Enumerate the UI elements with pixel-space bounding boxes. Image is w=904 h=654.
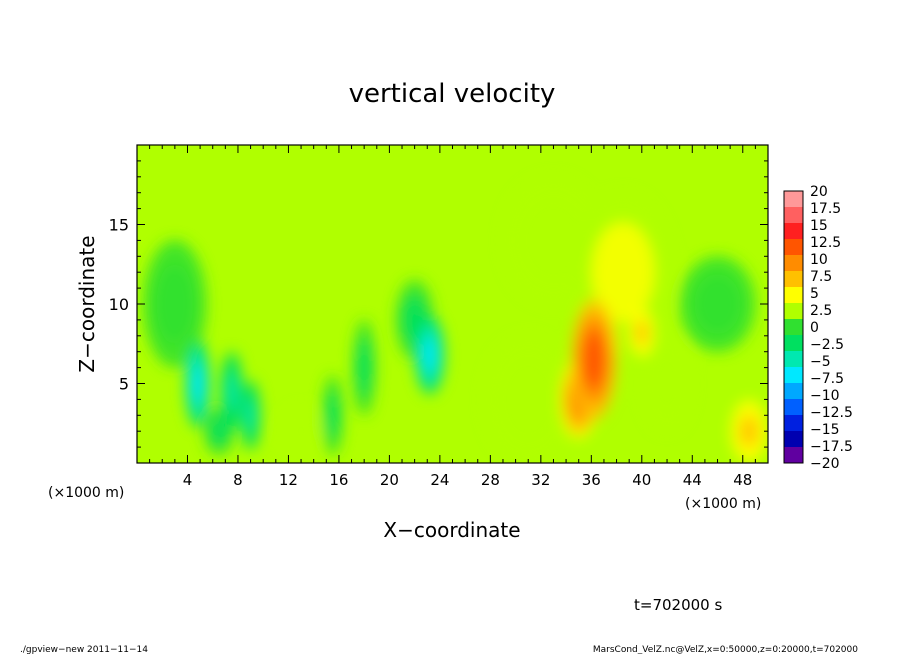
x-tick-label: 24: [430, 471, 449, 489]
colorbar-cell: [784, 271, 803, 288]
field-feature: [585, 336, 603, 383]
colorbar-label: −5: [810, 354, 831, 370]
x-tick-label: 48: [733, 471, 752, 489]
footer-left: ./gpview−new 2011−11−14: [20, 645, 148, 654]
colorbar-label: 2.5: [810, 303, 832, 319]
colorbar-label: 10: [810, 252, 828, 268]
x-tick-label: 8: [233, 471, 243, 489]
x-tick-label: 12: [279, 471, 298, 489]
colorbar-cell: [784, 367, 803, 384]
field-feature: [651, 353, 683, 414]
field-feature: [635, 320, 649, 345]
colorbar-cell: [784, 191, 803, 208]
x-tick-label: 16: [329, 471, 348, 489]
footer-right: MarsCond_VelZ.nc@VelZ,x=0:50000,z=0:2000…: [593, 645, 858, 654]
colorbar-label: −17.5: [810, 439, 853, 455]
x-tick-label: 4: [183, 471, 193, 489]
colorbar-cell: [784, 383, 803, 400]
colorbar-cell: [784, 415, 803, 432]
field-features: [143, 176, 768, 463]
x-unit-right: (×1000 m): [685, 496, 761, 512]
colorbar-cell: [784, 287, 803, 304]
colorbar-labels: 2017.51512.5107.552.50−2.5−5−7.5−10−12.5…: [810, 184, 853, 472]
colorbar-cell: [784, 207, 803, 224]
colorbar-label: 15: [810, 218, 828, 234]
x-tick-label: 44: [683, 471, 702, 489]
chart-title: vertical velocity: [349, 79, 556, 109]
colorbar-cell: [784, 239, 803, 256]
colorbar: [783, 190, 804, 464]
colorbar-label: 7.5: [810, 269, 832, 285]
colorbar-label: −2.5: [810, 337, 844, 353]
field-feature: [693, 274, 742, 334]
field-feature: [225, 371, 238, 412]
field-feature: [245, 397, 256, 433]
colorbar-label: 5: [810, 286, 819, 302]
colorbar-cell: [784, 399, 803, 416]
colorbar-cell: [784, 431, 803, 448]
field-feature: [326, 390, 339, 441]
x-tick-label: 32: [531, 471, 550, 489]
x-tick-label: 40: [632, 471, 651, 489]
y-tick-label: 5: [119, 375, 129, 394]
colorbar-label: −12.5: [810, 405, 853, 421]
colorbar-label: 20: [810, 184, 828, 200]
y-axis-label: Z−coordinate: [75, 235, 99, 372]
field-feature: [739, 415, 759, 448]
field-feature: [591, 222, 655, 322]
colorbar-label: 12.5: [810, 235, 841, 251]
x-tick-label: 36: [582, 471, 601, 489]
colorbar-label: −15: [810, 422, 840, 438]
field-feature: [357, 337, 372, 398]
y-tick-label: 10: [109, 295, 129, 314]
colorbar-cell: [784, 303, 803, 320]
field-feature: [155, 264, 195, 344]
colorbar-cell: [784, 351, 803, 368]
x-unit-left: (×1000 m): [48, 485, 124, 501]
colorbar-label: −10: [810, 388, 840, 404]
colorbar-label: 0: [810, 320, 819, 336]
x-tick-labels: 4 8 12 16 20 24 28 32 36 40 44 48: [183, 471, 753, 489]
field-feature: [209, 416, 229, 447]
y-tick-label: 15: [109, 216, 129, 235]
x-axis-label: X−coordinate: [383, 518, 520, 542]
colorbar-cell: [784, 255, 803, 272]
field-feature: [192, 364, 204, 403]
axis-ticks: [137, 145, 768, 463]
colorbar-cell: [784, 335, 803, 352]
colorbar-label: −20: [810, 456, 840, 472]
colorbar-frame: [783, 190, 804, 464]
field-feature: [500, 359, 556, 440]
field-feature: [289, 416, 313, 447]
time-annotation: t=702000 s: [634, 596, 722, 614]
field-feature: [521, 200, 586, 281]
colorbar-cell: [784, 223, 803, 240]
y-tick-labels: 5 10 15: [109, 216, 129, 394]
colorbar-label: −7.5: [810, 371, 844, 387]
x-tick-label: 20: [380, 471, 399, 489]
field-feature: [423, 337, 437, 373]
colorbar-label: 17.5: [810, 201, 841, 217]
colorbar-cell: [784, 319, 803, 336]
colorbar-cell: [784, 447, 803, 464]
x-tick-label: 28: [481, 471, 500, 489]
